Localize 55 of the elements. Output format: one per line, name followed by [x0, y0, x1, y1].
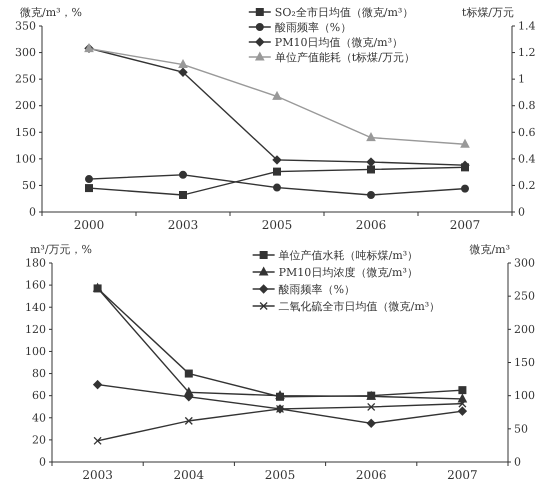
y2-tick-label: 0: [514, 456, 521, 469]
y-tick-label: 80: [32, 367, 46, 380]
legend-label: 单位产值能耗（t标煤/万元）: [274, 51, 415, 64]
y-tick-label: 60: [32, 389, 46, 402]
legend-label: PM10日均浓度（微克/m³）: [278, 266, 418, 279]
x-tick-label: 2007: [450, 218, 480, 232]
x-tick-label: 2006: [356, 218, 386, 232]
x-tick-label: 2007: [447, 468, 478, 479]
legend-label: SO₂全市日均值（微克/m³）: [274, 6, 414, 19]
y2-tick-label: 0.6: [518, 126, 536, 139]
y-tick-label: 150: [15, 126, 36, 139]
y2-tick-label: 250: [514, 290, 535, 303]
legend-label: 单位产值水耗（吨标煤/m³）: [278, 249, 418, 262]
y2-tick-label: 150: [514, 356, 535, 370]
legend-label: 酸雨频率（%）: [278, 283, 356, 296]
y-tick-label: 0: [29, 206, 36, 219]
y-tick-label: 100: [25, 344, 46, 358]
y-tick-label: 40: [32, 411, 46, 424]
y-tick-label: 0: [39, 456, 46, 469]
legend-label: 二氧化硫全市日均值（微克/m³）: [278, 300, 440, 313]
x-tick-label: 2004: [174, 468, 204, 479]
y-tick-label: 180: [25, 256, 46, 270]
y-tick-label: 100: [15, 152, 36, 166]
legend-label: 酸雨频率（%）: [274, 21, 352, 34]
x-tick-label: 2005: [262, 218, 292, 232]
x-tick-label: 2003: [82, 468, 113, 479]
y2-tick-label: 50: [514, 422, 528, 436]
y2-axis-title: 微克/m³: [469, 243, 510, 256]
y-tick-label: 300: [15, 46, 36, 60]
y2-tick-label: 1.4: [518, 20, 536, 33]
y2-tick-label: 0.8: [518, 99, 536, 112]
legend-label: PM10日均值（微克/m³）: [274, 36, 404, 49]
y-tick-label: 20: [32, 433, 46, 446]
y-tick-label: 120: [25, 322, 46, 336]
y-tick-label: 140: [25, 300, 46, 314]
x-tick-label: 2000: [74, 218, 104, 232]
y-tick-label: 50: [22, 178, 36, 192]
y-axis-title: 微克/m³，%: [20, 6, 82, 19]
y2-tick-label: 1.2: [518, 46, 536, 60]
y2-tick-label: 100: [514, 389, 535, 402]
x-tick-label: 2005: [264, 468, 296, 479]
y-tick-label: 350: [15, 20, 36, 33]
y-tick-label: 250: [15, 72, 36, 86]
y-tick-label: 200: [15, 99, 36, 112]
y-axis-title: m³/万元，%: [30, 243, 92, 256]
y2-tick-label: 200: [514, 322, 535, 336]
y-tick-label: 160: [25, 278, 46, 292]
y2-axis-title: t标煤/万元: [462, 6, 514, 19]
y2-tick-label: 0.2: [518, 178, 536, 192]
y2-tick-label: 300: [514, 256, 535, 270]
x-tick-label: 2003: [168, 218, 198, 232]
y2-tick-label: 1: [518, 72, 525, 86]
x-tick-label: 2006: [356, 468, 386, 479]
y2-tick-label: 0.4: [518, 152, 536, 166]
y2-tick-label: 0: [518, 206, 525, 219]
